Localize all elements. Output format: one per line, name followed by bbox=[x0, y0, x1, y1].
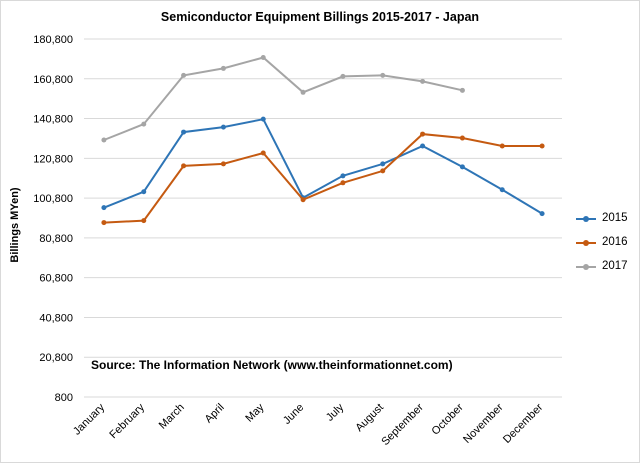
data-point-2017 bbox=[459, 87, 465, 93]
data-point-2015 bbox=[380, 161, 386, 167]
data-point-2017 bbox=[340, 73, 346, 79]
y-tick-label: 20,800 bbox=[39, 352, 73, 364]
x-tick-label: November bbox=[461, 401, 506, 446]
x-tick-label: May bbox=[243, 401, 267, 425]
series-line-2017 bbox=[103, 56, 463, 141]
y-tick-label: 40,800 bbox=[39, 312, 73, 324]
legend-label-2016: 2016 bbox=[602, 236, 628, 248]
data-point-2015 bbox=[539, 211, 545, 217]
legend-label-2017: 2017 bbox=[602, 260, 628, 272]
series-line-2016 bbox=[103, 133, 543, 224]
x-tick-label: January bbox=[71, 401, 108, 438]
y-tick-label: 140,800 bbox=[33, 114, 73, 126]
legend-dot-2016 bbox=[583, 240, 589, 246]
legend-dot-2015 bbox=[583, 216, 589, 222]
x-tick-label: April bbox=[203, 401, 227, 425]
data-point-2015 bbox=[420, 143, 426, 149]
data-point-2015 bbox=[181, 129, 187, 135]
y-tick-label: 120,800 bbox=[33, 153, 73, 165]
data-point-2015 bbox=[220, 124, 226, 130]
data-point-2016 bbox=[459, 135, 465, 141]
data-point-2015 bbox=[141, 189, 147, 195]
y-tick-label: 800 bbox=[55, 392, 73, 404]
x-tick-label: March bbox=[157, 401, 187, 431]
data-point-2017 bbox=[181, 72, 187, 78]
data-point-2017 bbox=[260, 54, 266, 60]
data-point-2015 bbox=[260, 116, 266, 122]
x-tick-label: July bbox=[324, 401, 347, 424]
data-point-2016 bbox=[260, 150, 266, 156]
data-point-2016 bbox=[340, 180, 346, 186]
y-tick-label: 180,800 bbox=[33, 34, 73, 46]
data-point-2015 bbox=[340, 173, 346, 179]
y-tick-label: 160,800 bbox=[33, 74, 73, 86]
data-point-2016 bbox=[181, 163, 187, 169]
data-point-2017 bbox=[101, 137, 107, 143]
data-point-2017 bbox=[141, 121, 147, 127]
data-point-2015 bbox=[101, 205, 107, 211]
data-point-2016 bbox=[220, 161, 226, 167]
data-point-2015 bbox=[459, 164, 465, 170]
x-tick-label: October bbox=[430, 401, 466, 437]
chart-title: Semiconductor Equipment Billings 2015-20… bbox=[160, 10, 480, 24]
data-point-2016 bbox=[420, 131, 426, 137]
x-tick-label: December bbox=[501, 401, 546, 446]
data-point-2017 bbox=[220, 65, 226, 71]
data-point-2016 bbox=[380, 168, 386, 174]
y-tick-label: 100,800 bbox=[33, 193, 73, 205]
legend-dot-2017 bbox=[583, 264, 589, 270]
y-tick-label: 60,800 bbox=[39, 273, 73, 285]
y-tick-label: 80,800 bbox=[39, 233, 73, 245]
data-point-2016 bbox=[101, 220, 107, 226]
data-point-2015 bbox=[499, 187, 505, 193]
data-point-2016 bbox=[141, 218, 147, 224]
series-line-2015 bbox=[103, 118, 543, 215]
data-point-2016 bbox=[300, 197, 306, 203]
legend-label-2015: 2015 bbox=[602, 212, 628, 224]
data-point-2016 bbox=[539, 143, 545, 149]
source-note: Source: The Information Network (www.the… bbox=[91, 358, 453, 372]
data-point-2016 bbox=[499, 143, 505, 149]
x-tick-label: September bbox=[379, 401, 426, 448]
data-point-2017 bbox=[380, 72, 386, 78]
data-point-2017 bbox=[420, 78, 426, 84]
data-point-2017 bbox=[300, 89, 306, 95]
x-tick-label: February bbox=[107, 401, 147, 441]
x-tick-label: June bbox=[281, 401, 306, 426]
x-tick-label: August bbox=[353, 401, 386, 434]
